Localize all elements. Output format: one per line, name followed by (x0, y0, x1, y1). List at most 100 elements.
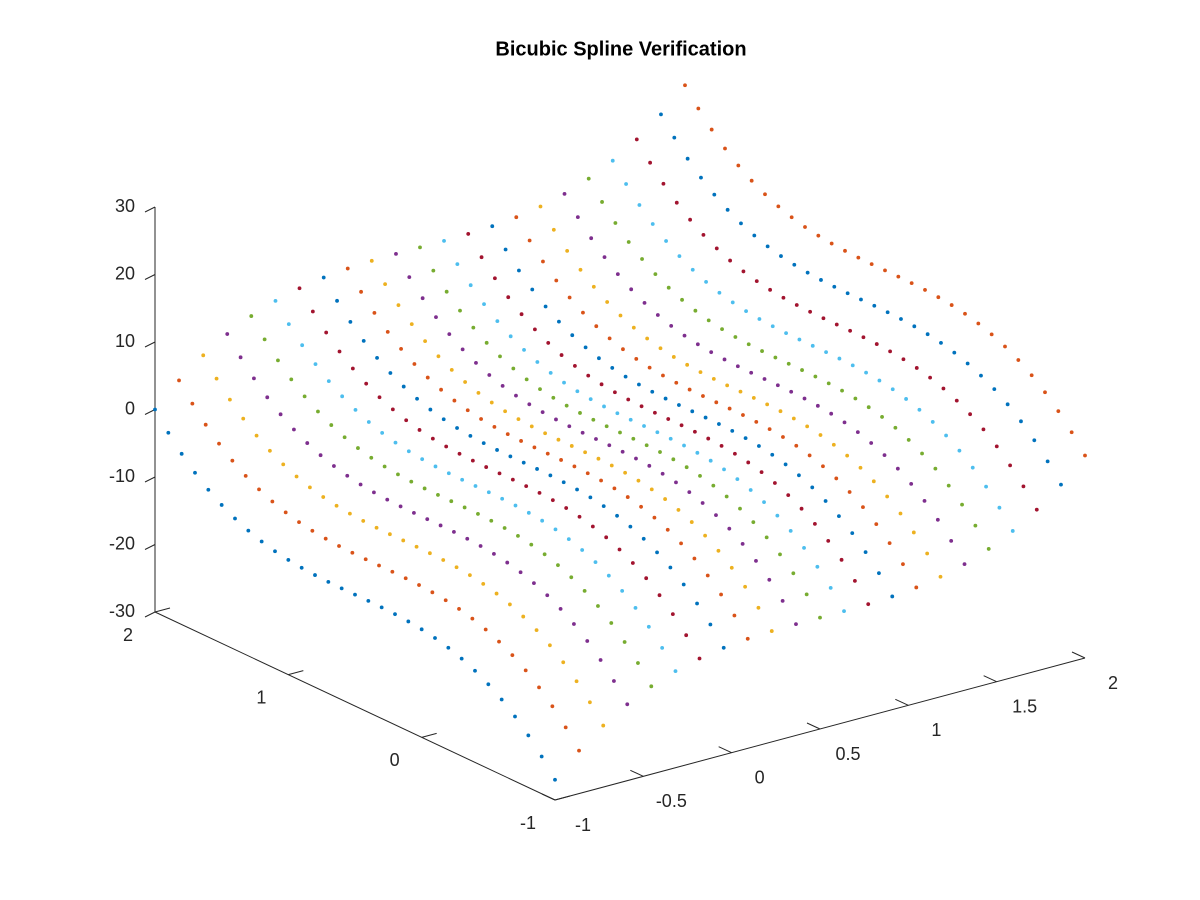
point (513, 714, 517, 719)
point (789, 215, 794, 220)
point (636, 478, 641, 483)
point (473, 484, 478, 488)
point (484, 340, 489, 345)
point (1010, 529, 1015, 533)
point (500, 383, 505, 388)
point (459, 656, 464, 661)
point (911, 530, 916, 535)
point (644, 443, 649, 448)
point (578, 267, 583, 272)
point (963, 311, 967, 316)
point (394, 251, 398, 256)
point (359, 289, 363, 294)
point (834, 476, 839, 481)
point (334, 503, 339, 508)
point (482, 302, 486, 307)
point (890, 594, 895, 599)
point (230, 458, 235, 463)
point (933, 466, 938, 471)
point (802, 396, 807, 401)
point (594, 324, 599, 329)
point (901, 357, 906, 362)
point (815, 564, 820, 569)
point (580, 548, 585, 552)
point (893, 425, 898, 430)
x-tick (895, 698, 909, 706)
point (669, 323, 674, 328)
point (323, 536, 328, 541)
point (658, 346, 663, 351)
point (259, 539, 264, 544)
point (537, 490, 542, 495)
point (449, 367, 454, 372)
point (599, 382, 604, 387)
point (647, 463, 652, 468)
point (353, 407, 358, 412)
point (778, 409, 783, 414)
point (672, 135, 677, 140)
x-tick (630, 769, 644, 777)
x-tick-label: 1.5 (1012, 696, 1037, 716)
point (843, 248, 847, 253)
point (730, 428, 735, 433)
point (517, 268, 521, 273)
point (666, 285, 671, 290)
point (434, 315, 438, 320)
point (276, 358, 280, 363)
point (387, 532, 392, 537)
point (601, 723, 606, 728)
point (842, 609, 846, 614)
point (543, 304, 548, 309)
point (655, 550, 659, 555)
point (1008, 463, 1013, 468)
point (289, 377, 294, 382)
point (677, 403, 681, 407)
point (641, 536, 646, 541)
z-tick (144, 611, 156, 618)
point (596, 604, 600, 608)
point (722, 467, 726, 472)
point (682, 333, 687, 338)
point (757, 444, 761, 448)
z-tick (144, 476, 156, 483)
point (714, 400, 719, 405)
point (636, 661, 640, 665)
point (372, 490, 376, 495)
point (804, 592, 809, 597)
point (1043, 390, 1047, 395)
point (412, 511, 416, 515)
point (262, 337, 267, 342)
point (828, 585, 833, 590)
point (954, 398, 959, 403)
point (664, 239, 668, 243)
point (703, 533, 708, 538)
point (626, 397, 631, 402)
point (794, 303, 799, 307)
point (519, 439, 523, 443)
point (797, 473, 801, 478)
point (665, 527, 670, 532)
point (741, 413, 745, 417)
point (361, 338, 366, 343)
point (832, 284, 837, 289)
point (671, 457, 676, 462)
point (489, 518, 494, 523)
point (984, 484, 988, 489)
point (476, 390, 481, 395)
x-tick-label: 1 (931, 720, 941, 740)
point (925, 551, 930, 556)
point (375, 355, 379, 360)
point (765, 402, 770, 407)
point (976, 321, 981, 326)
point (666, 417, 671, 421)
point (888, 349, 893, 354)
point (858, 465, 863, 470)
point (564, 506, 569, 510)
x-tick (541, 793, 556, 801)
point (529, 542, 534, 547)
point (650, 389, 655, 394)
point (743, 436, 748, 441)
point (465, 536, 470, 541)
point (428, 407, 433, 412)
point (816, 233, 821, 238)
